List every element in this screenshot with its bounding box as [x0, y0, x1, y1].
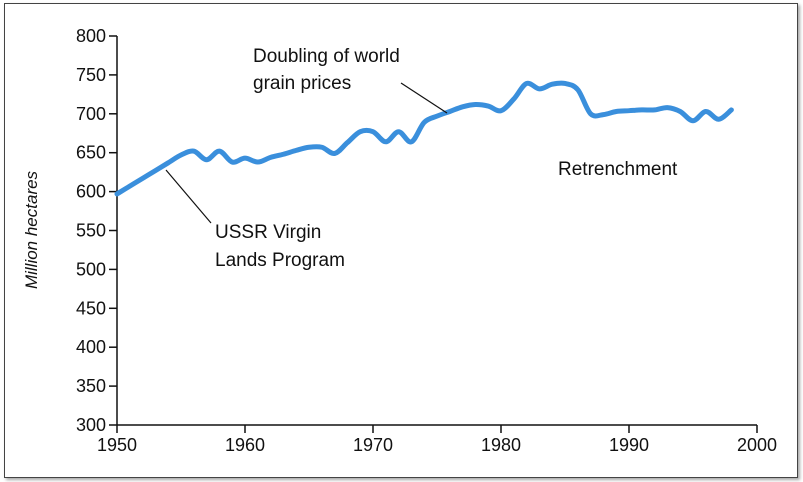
y-tick-label-800: 800: [76, 26, 106, 46]
y-tick-label-500: 500: [76, 259, 106, 279]
axes: [116, 36, 757, 426]
y-tick-label-550: 550: [76, 221, 106, 241]
annotation-leader-virgin-lands: [165, 169, 212, 224]
annotation-grain-prices-line2: grain prices: [253, 73, 351, 94]
y-tick-label-300: 300: [76, 415, 106, 435]
y-tick-label-350: 350: [76, 376, 106, 396]
y-axis-label: Million hectares: [22, 170, 41, 289]
x-tick-label-1990: 1990: [609, 435, 649, 455]
y-tick-label-600: 600: [76, 182, 106, 202]
chart-frame: [4, 3, 798, 478]
y-tick-label-400: 400: [76, 337, 106, 357]
y-tick-label-700: 700: [76, 104, 106, 124]
annotation-grain-prices-line1: Doubling of world: [253, 46, 400, 67]
x-tick-label-2000: 2000: [737, 435, 777, 455]
x-tick-label-1950: 1950: [97, 435, 137, 455]
x-tick-label-1960: 1960: [225, 435, 265, 455]
y-ticks: 300 350 400 450 500 550 600 650 700 750 800: [76, 26, 117, 435]
x-ticks: 1950 1960 1970 1980 1990 2000: [97, 425, 777, 455]
y-tick-label-450: 450: [76, 298, 106, 318]
x-tick-label-1980: 1980: [481, 435, 521, 455]
annotation-leader-grain-prices: [400, 82, 448, 114]
series-layer: [114, 80, 734, 197]
y-tick-label-750: 750: [76, 65, 106, 85]
y-tick-label-650: 650: [76, 143, 106, 163]
x-tick-label-1970: 1970: [353, 435, 393, 455]
series-line-0: [114, 80, 734, 197]
annotation-virgin-lands-line1: USSR Virgin: [215, 222, 321, 243]
annotation-virgin-lands-line2: Lands Program: [215, 250, 345, 271]
annotation-retrenchment: Retrenchment: [558, 159, 678, 180]
